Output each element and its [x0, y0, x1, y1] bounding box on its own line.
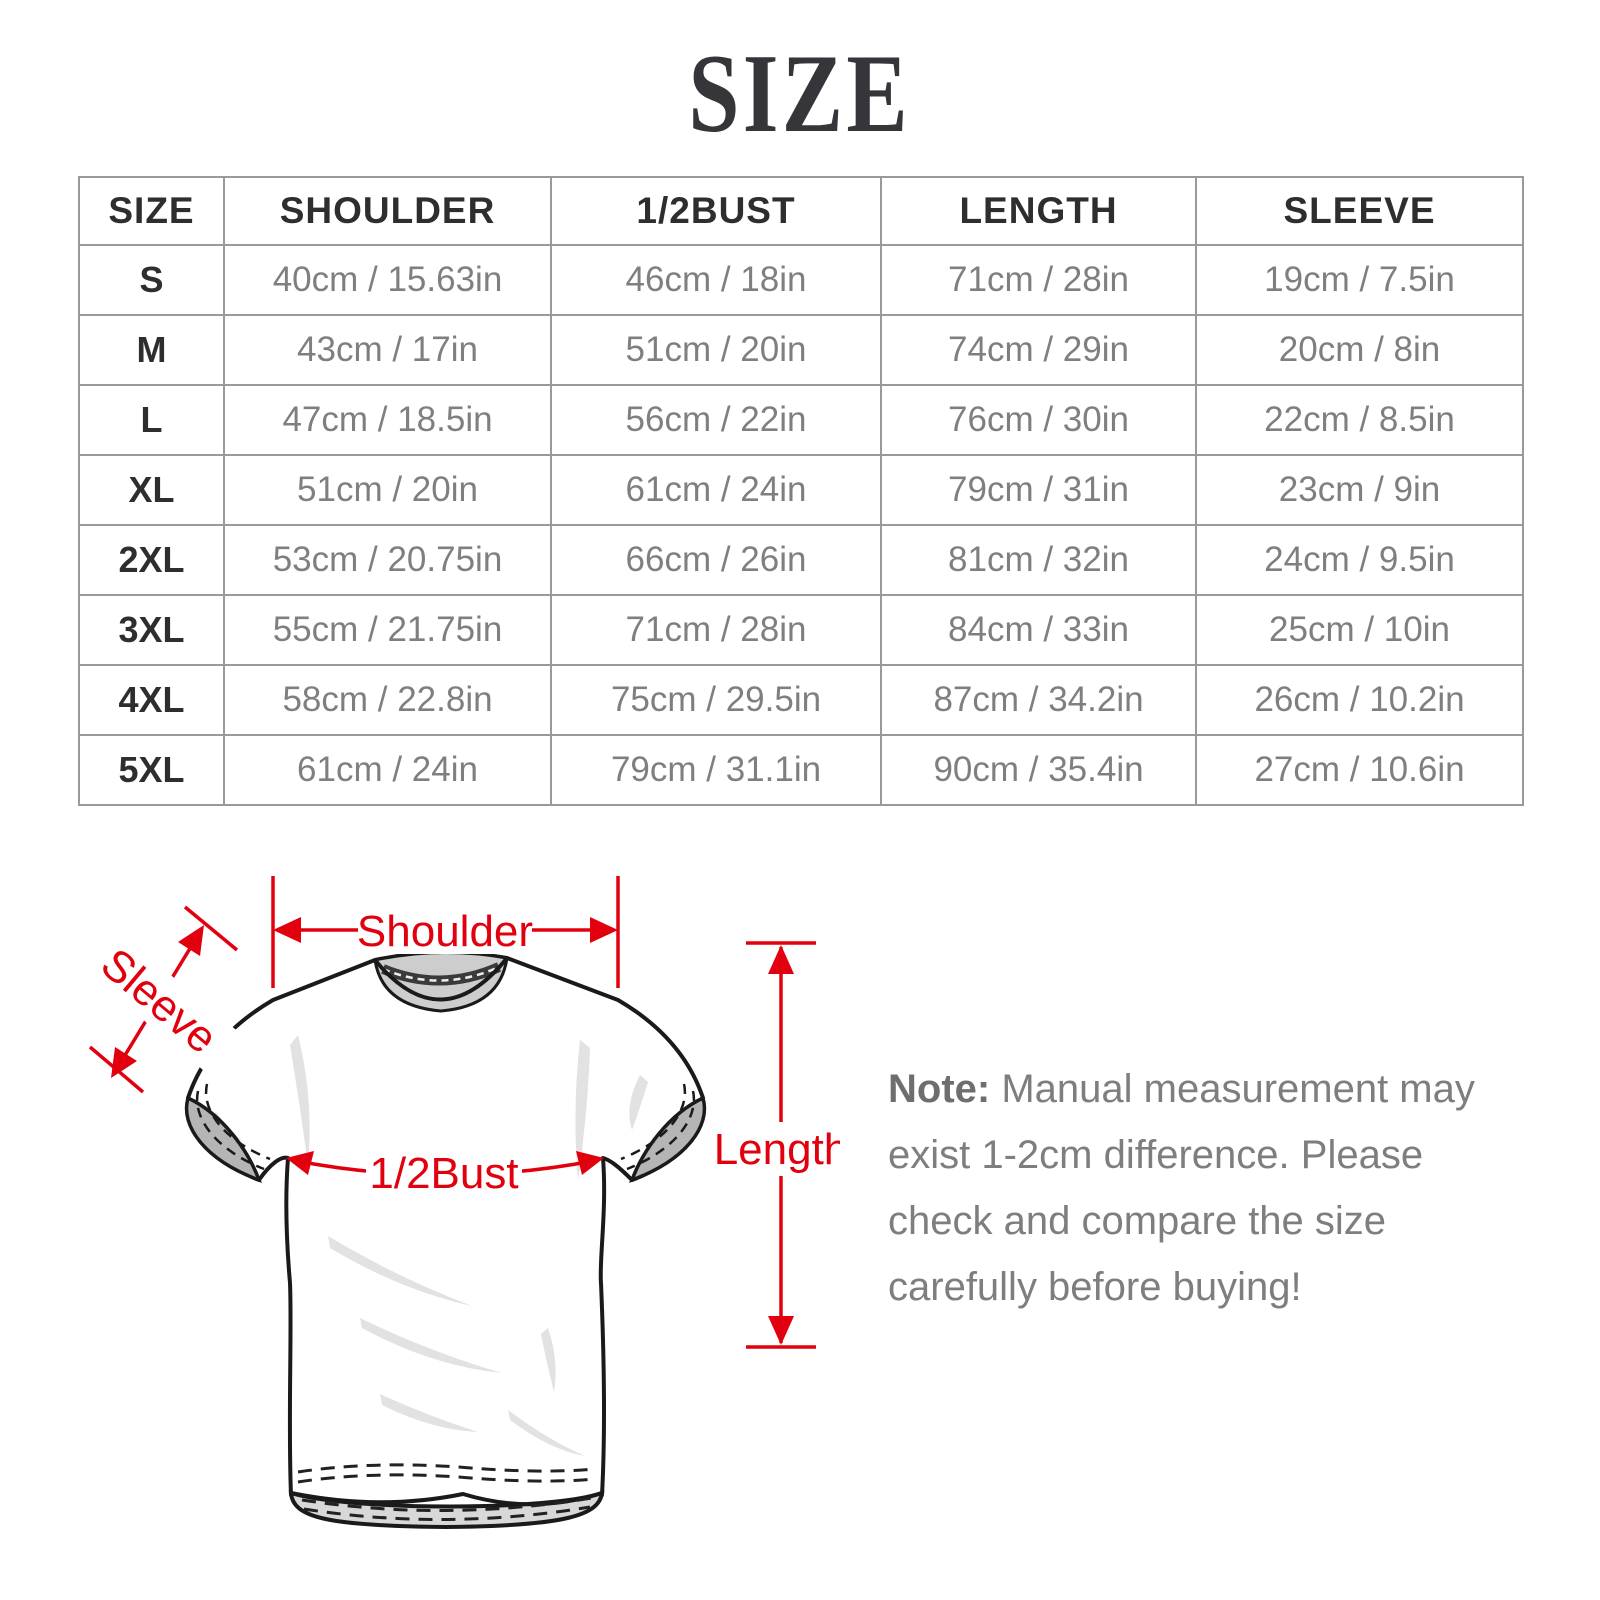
cell-shoulder: 40cm / 15.63in — [223, 244, 552, 316]
length-dimension-arrow: Length — [708, 941, 840, 1349]
cell-shoulder: 47cm / 18.5in — [223, 384, 552, 456]
collar-outer-neckline — [373, 956, 509, 1002]
cell-sleeve: 19cm / 7.5in — [1195, 244, 1524, 316]
cell-shoulder: 61cm / 24in — [223, 734, 552, 806]
cell-length: 76cm / 30in — [880, 384, 1197, 456]
sleeve-cuffs — [184, 1083, 707, 1183]
table-row: M 43cm / 17in 51cm / 20in 74cm / 29in 20… — [78, 314, 1524, 386]
table-header-row: SIZE SHOULDER 1/2BUST LENGTH SLEEVE — [78, 176, 1524, 246]
cell-size: M — [78, 314, 225, 386]
cell-bust: 71cm / 28in — [550, 594, 882, 666]
size-table: SIZE SHOULDER 1/2BUST LENGTH SLEEVE S 40… — [78, 176, 1524, 806]
collar-stitch-dashes — [382, 965, 500, 982]
cell-length: 74cm / 29in — [880, 314, 1197, 386]
table-row: S 40cm / 15.63in 46cm / 18in 71cm / 28in… — [78, 244, 1524, 316]
cuff-stitch-lines — [195, 1083, 696, 1171]
cell-bust: 79cm / 31.1in — [550, 734, 882, 806]
cell-size: 4XL — [78, 664, 225, 736]
cell-bust: 66cm / 26in — [550, 524, 882, 596]
cell-shoulder: 55cm / 21.75in — [223, 594, 552, 666]
table-row: 2XL 53cm / 20.75in 66cm / 26in 81cm / 32… — [78, 524, 1524, 596]
cell-bust: 56cm / 22in — [550, 384, 882, 456]
col-header-shoulder: SHOULDER — [223, 176, 552, 246]
cell-sleeve: 20cm / 8in — [1195, 314, 1524, 386]
tshirt-collar — [373, 951, 509, 1013]
table-row: XL 51cm / 20in 61cm / 24in 79cm / 31in 2… — [78, 454, 1524, 526]
cell-sleeve: 24cm / 9.5in — [1195, 524, 1524, 596]
cell-size: 2XL — [78, 524, 225, 596]
cell-size: 3XL — [78, 594, 225, 666]
col-header-length: LENGTH — [880, 176, 1197, 246]
cell-shoulder: 58cm / 22.8in — [223, 664, 552, 736]
hem-stitch-lines — [297, 1463, 597, 1522]
cell-size: L — [78, 384, 225, 456]
cell-length: 84cm / 33in — [880, 594, 1197, 666]
cell-size: 5XL — [78, 734, 225, 806]
col-header-size: SIZE — [78, 176, 225, 246]
bust-dimension-label: 1/2Bust — [369, 1149, 518, 1198]
cell-sleeve: 23cm / 9in — [1195, 454, 1524, 526]
cell-bust: 75cm / 29.5in — [550, 664, 882, 736]
cell-size: S — [78, 244, 225, 316]
table-row: L 47cm / 18.5in 56cm / 22in 76cm / 30in … — [78, 384, 1524, 456]
right-cuff — [629, 1095, 707, 1183]
cell-length: 87cm / 34.2in — [880, 664, 1197, 736]
note-text: Note: Manual measurement may exist 1-2cm… — [888, 1056, 1496, 1320]
note-body: Manual measurement may exist 1-2cm diffe… — [888, 1067, 1475, 1309]
page-title: SIZE — [0, 38, 1600, 150]
cell-size: XL — [78, 454, 225, 526]
cell-length: 81cm / 32in — [880, 524, 1197, 596]
cell-shoulder: 43cm / 17in — [223, 314, 552, 386]
cell-length: 90cm / 35.4in — [880, 734, 1197, 806]
cell-bust: 51cm / 20in — [550, 314, 882, 386]
shoulder-dimension-label: Shoulder — [357, 907, 533, 956]
wrinkle-shading — [209, 1035, 648, 1456]
note-label: Note: — [888, 1067, 991, 1111]
left-cuff — [184, 1095, 262, 1183]
cell-shoulder: 51cm / 20in — [223, 454, 552, 526]
table-row: 3XL 55cm / 21.75in 71cm / 28in 84cm / 33… — [78, 594, 1524, 666]
cell-sleeve: 25cm / 10in — [1195, 594, 1524, 666]
tshirt-hem — [288, 1463, 605, 1530]
cell-bust: 61cm / 24in — [550, 454, 882, 526]
page-title-text: SIZE — [688, 32, 912, 156]
cell-length: 79cm / 31in — [880, 454, 1197, 526]
cell-sleeve: 27cm / 10.6in — [1195, 734, 1524, 806]
sleeve-dimension-label: Sleeve — [92, 939, 227, 1063]
cell-shoulder: 53cm / 20.75in — [223, 524, 552, 596]
table-row: 4XL 58cm / 22.8in 75cm / 29.5in 87cm / 3… — [78, 664, 1524, 736]
cell-length: 71cm / 28in — [880, 244, 1197, 316]
tshirt-graphic — [184, 950, 707, 1530]
bust-dimension-arrow: 1/2Bust — [286, 1148, 604, 1198]
shoulder-dimension-arrow: Shoulder — [271, 876, 620, 988]
table-row: 5XL 61cm / 24in 79cm / 31.1in 90cm / 35.… — [78, 734, 1524, 806]
cell-bust: 46cm / 18in — [550, 244, 882, 316]
tshirt-measurement-diagram: Shoulder Sleeve 1/2Bust — [83, 876, 840, 1530]
col-header-bust: 1/2BUST — [550, 176, 882, 246]
col-header-sleeve: SLEEVE — [1195, 176, 1524, 246]
cell-sleeve: 26cm / 10.2in — [1195, 664, 1524, 736]
cell-sleeve: 22cm / 8.5in — [1195, 384, 1524, 456]
length-dimension-label: Length — [714, 1125, 840, 1174]
